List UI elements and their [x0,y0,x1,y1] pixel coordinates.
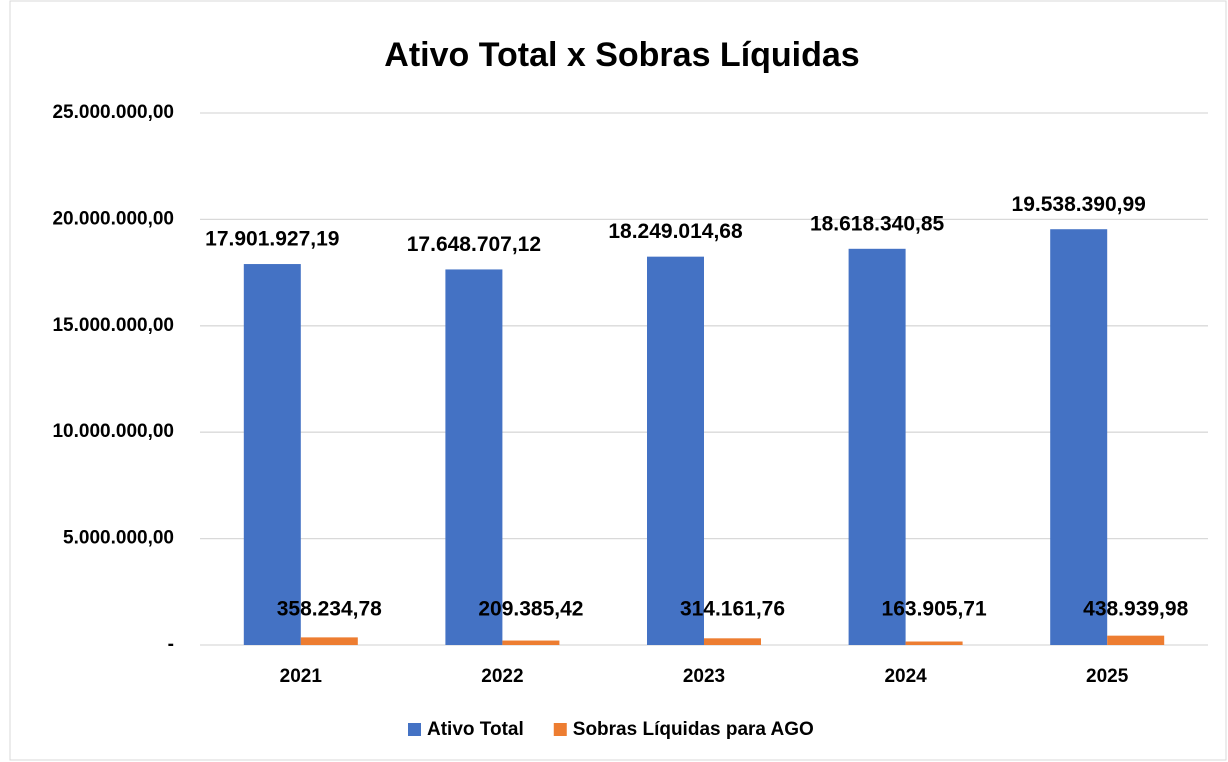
bar [502,640,560,645]
y-tick-label: 10.000.000,00 [52,421,174,442]
chart-title: Ativo Total x Sobras Líquidas [384,36,859,74]
legend-swatch [553,723,567,736]
y-tick-label: 5.000.000,00 [63,528,174,549]
x-tick-label: 2021 [280,666,323,687]
bar [905,641,963,645]
value-label: 358.234,78 [277,598,382,621]
bar [704,638,761,645]
value-label: 19.538.390,99 [1012,193,1146,216]
value-label: 17.648.707,12 [407,233,541,256]
value-label: 18.618.340,85 [810,212,945,235]
bar [647,256,704,645]
x-tick-label: 2024 [884,666,927,687]
value-label: 209.385,42 [478,598,583,621]
y-tick-label: 20.000.000,00 [52,208,174,229]
chart-border [9,0,1227,761]
x-tick-label: 2022 [481,666,523,687]
bar [300,637,358,645]
value-label: 314.161,76 [680,598,785,621]
x-tick-label: 2025 [1086,666,1129,687]
value-label: 163.905,71 [882,598,987,621]
bar [1107,635,1165,645]
value-label: 17.901.927,19 [205,228,339,251]
legend-swatch [408,723,421,736]
legend-label: Ativo Total [427,719,524,740]
x-tick-label: 2023 [683,666,725,687]
y-tick-label: 15.000.000,00 [52,315,174,336]
bar [445,269,503,645]
bar [243,264,301,645]
y-tick-label: 25.000.000,00 [52,102,174,123]
value-label: 438.939,98 [1083,598,1188,621]
bar [1050,229,1108,646]
value-label: 18.249.014,68 [608,220,743,243]
y-tick-label: - [168,634,174,655]
bar [848,248,906,646]
legend-label: Sobras Líquidas para AGO [573,719,814,740]
